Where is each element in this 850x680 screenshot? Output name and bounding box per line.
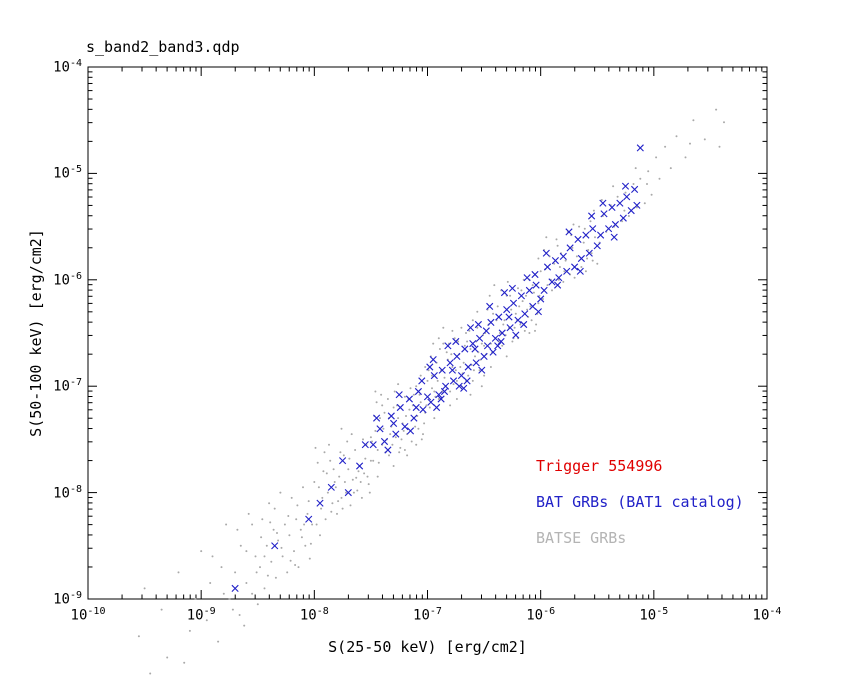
x-axis-label: S(25-50 keV) [erg/cm2] xyxy=(328,638,527,656)
legend-trigger-label: Trigger 554996 xyxy=(536,457,663,475)
y-tick-label: 10-8 xyxy=(53,483,82,502)
x-tick-label: 10-10 xyxy=(70,606,106,624)
x-tick-label: 10-4 xyxy=(752,606,782,624)
x-tick-label: 10-9 xyxy=(186,606,216,624)
y-tick-label: 10-5 xyxy=(53,164,82,183)
y-tick-label: 10-4 xyxy=(53,58,82,76)
legend: Trigger 554996 BAT GRBs (BAT1 catalog) B… xyxy=(536,448,744,556)
legend-bat-grbs-label: BAT GRBs (BAT1 catalog) xyxy=(536,493,744,511)
y-tick-label: 10-6 xyxy=(53,270,82,289)
y-axis-label: S(50-100 keV) [erg/cm2] xyxy=(27,229,45,437)
x-tick-label: 10-6 xyxy=(526,606,556,624)
x-tick-label: 10-8 xyxy=(299,606,329,624)
plot-title: s_band2_band3.qdp xyxy=(86,38,240,56)
x-tick-label: 10-5 xyxy=(639,606,669,624)
y-tick-label: 10-9 xyxy=(53,590,82,608)
legend-batse-grbs-label: BATSE GRBs xyxy=(536,529,627,547)
x-tick-label: 10-7 xyxy=(413,606,442,624)
y-tick-label: 10-7 xyxy=(53,377,82,395)
